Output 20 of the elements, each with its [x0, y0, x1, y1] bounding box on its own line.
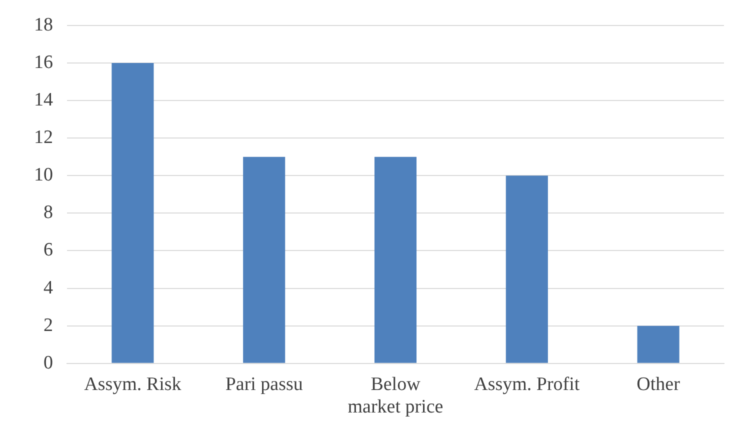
y-tick-label: 0 — [44, 352, 53, 374]
y-tick-label: 6 — [44, 240, 53, 261]
bar — [112, 62, 154, 363]
bar — [506, 176, 548, 363]
bar — [243, 156, 286, 363]
y-tick-label: 14 — [34, 89, 54, 110]
y-tick-label: 8 — [44, 202, 53, 224]
x-tick-label: Assym. Profit — [474, 374, 580, 395]
y-tick-label: 2 — [44, 314, 53, 336]
x-tick-label: Pari passu — [225, 374, 304, 395]
y-tick-label: 16 — [34, 52, 53, 73]
y-tick-label: 10 — [34, 164, 53, 186]
x-tick-label: Below market price — [348, 374, 444, 418]
y-tick-label: 4 — [44, 277, 54, 298]
x-tick-label: Other — [636, 374, 681, 395]
y-tick-label: 18 — [34, 14, 53, 36]
bar — [374, 156, 417, 363]
y-tick-label: 12 — [34, 127, 53, 148]
x-tick-label: Assym. Risk — [84, 374, 182, 395]
bar — [637, 326, 680, 363]
